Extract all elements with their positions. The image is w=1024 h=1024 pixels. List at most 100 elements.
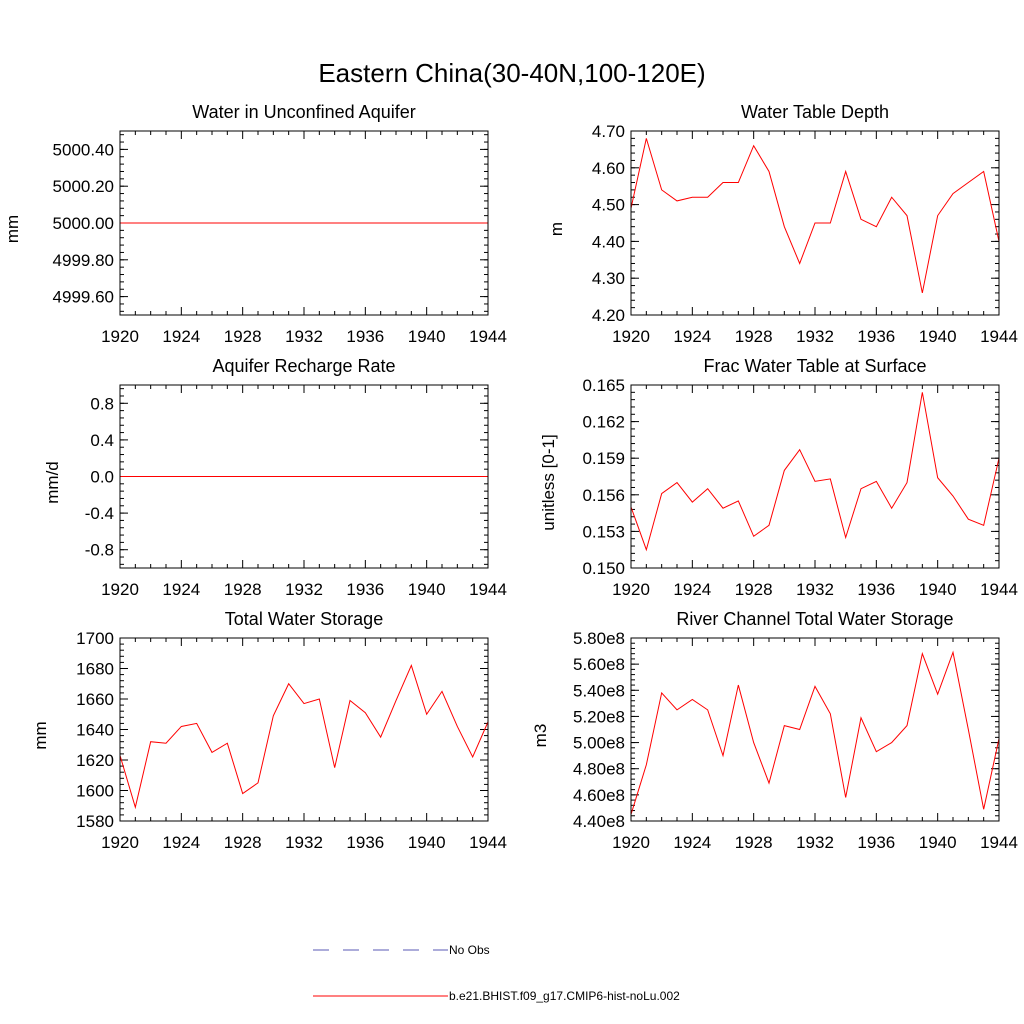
series-line [119, 664, 489, 810]
x-tick-label: 1932 [796, 327, 834, 346]
panel-water-unconfined-aquifer: Water in Unconfined Aquifer mm 1920 1924 192… [3, 102, 507, 346]
x-tick-label: 1920 [101, 580, 139, 599]
x-tick-label: 1920 [612, 833, 650, 852]
y-tick-label: 1580 [76, 812, 114, 831]
x-tick-label: 1944 [469, 327, 507, 346]
x-tick-label: 1932 [285, 833, 323, 852]
x-tick-label: 1932 [796, 580, 834, 599]
x-tick-label: 1920 [612, 580, 650, 599]
y-tick-label: 0.8 [90, 394, 114, 413]
y-tick-label: 1620 [76, 751, 114, 770]
y-tick-label: 0.153 [582, 522, 625, 541]
y-tick-label: 1660 [76, 690, 114, 709]
x-tick-label: 1936 [857, 833, 895, 852]
x-tick-label: 1928 [224, 833, 262, 852]
legend-label-model: b.e21.BHIST.f09_g17.CMIP6-hist-noLu.002 [449, 989, 680, 1003]
panel-river-channel-water-storage: River Channel Total Water Storage m3 1920 1… [531, 609, 1018, 852]
series-line [630, 392, 1000, 552]
x-tick-label: 1940 [919, 327, 957, 346]
y-tick-label: 5.40e8 [573, 681, 625, 700]
y-tick-label: 1700 [76, 629, 114, 648]
y-axis-label: mm [3, 215, 22, 243]
panel-total-water-storage: Total Water Storage mm 1920 1924 1928 1932 193… [31, 609, 507, 852]
y-tick-label: 0.162 [582, 413, 625, 432]
x-tick-label: 1940 [919, 580, 957, 599]
y-axis-label: mm [31, 721, 50, 749]
x-tick-label: 1928 [224, 580, 262, 599]
y-tick-label: 4999.80 [53, 251, 114, 270]
x-tick-label: 1920 [101, 327, 139, 346]
x-tick-label: 1940 [919, 833, 957, 852]
x-tick-label: 1936 [857, 327, 895, 346]
y-tick-label: 1640 [76, 721, 114, 740]
plot-frame [630, 637, 1000, 822]
x-tick-label: 1924 [673, 327, 711, 346]
y-tick-label: 4.70 [592, 122, 625, 141]
x-tick-label: 1932 [796, 833, 834, 852]
panel-title: River Channel Total Water Storage [676, 609, 953, 629]
y-tick-label: 4.40e8 [573, 812, 625, 831]
y-tick-label: 4.40 [592, 232, 625, 251]
x-tick-label: 1928 [735, 327, 773, 346]
legend-label-no-obs: No Obs [449, 943, 490, 957]
legend-entry-no-obs: No Obs [313, 943, 490, 957]
x-tick-label: 1932 [285, 580, 323, 599]
y-axis-label: m [547, 222, 566, 236]
y-tick-label: -0.4 [85, 504, 114, 523]
x-tick-label: 1936 [346, 833, 384, 852]
y-tick-label: 0.150 [582, 559, 625, 578]
x-tick-label: 1920 [612, 327, 650, 346]
x-tick-label: 1936 [857, 580, 895, 599]
y-axis-label: m3 [531, 724, 550, 748]
y-tick-label: 5000.20 [53, 177, 114, 196]
x-tick-label: 1928 [224, 327, 262, 346]
x-tick-label: 1944 [469, 833, 507, 852]
y-tick-label: 0.159 [582, 449, 625, 468]
legend: No Obs b.e21.BHIST.f09_g17.CMIP6-hist-no… [313, 943, 680, 1003]
plot-frame [119, 130, 489, 316]
legend-entry-model: b.e21.BHIST.f09_g17.CMIP6-hist-noLu.002 [313, 989, 680, 1003]
series-line [630, 138, 1000, 294]
x-tick-label: 1940 [408, 833, 446, 852]
x-tick-label: 1928 [735, 833, 773, 852]
y-tick-label: 5.80e8 [573, 629, 625, 648]
figure-title: Eastern China(30-40N,100-120E) [318, 58, 705, 88]
x-tick-label: 1924 [162, 327, 200, 346]
x-tick-label: 1944 [980, 833, 1018, 852]
y-tick-label: 1680 [76, 660, 114, 679]
x-tick-label: 1928 [735, 580, 773, 599]
x-tick-label: 1924 [162, 833, 200, 852]
y-tick-label: -0.8 [85, 541, 114, 560]
panel-title: Water in Unconfined Aquifer [192, 102, 415, 122]
y-tick-label: 4.60e8 [573, 786, 625, 805]
y-tick-label: 4.20 [592, 306, 625, 325]
x-tick-label: 1924 [673, 833, 711, 852]
panel-title: Total Water Storage [225, 609, 383, 629]
plot-frame [630, 384, 1000, 569]
y-tick-label: 5.20e8 [573, 707, 625, 726]
x-tick-label: 1940 [408, 327, 446, 346]
plot-frame [630, 130, 1000, 316]
panel-title: Aquifer Recharge Rate [212, 356, 395, 376]
plot-frame [119, 384, 489, 569]
y-tick-label: 5.60e8 [573, 655, 625, 674]
panel-title: Frac Water Table at Surface [703, 356, 926, 376]
x-tick-label: 1924 [673, 580, 711, 599]
y-axis-label: unitless [0-1] [539, 434, 558, 530]
panel-aquifer-recharge-rate: Aquifer Recharge Rate mm/d 1920 1924 1928 193… [43, 356, 507, 599]
y-tick-label: 4.30 [592, 269, 625, 288]
y-tick-label: 0.165 [582, 376, 625, 395]
x-tick-label: 1940 [408, 580, 446, 599]
y-tick-label: 4.50 [592, 196, 625, 215]
y-tick-label: 5000.40 [53, 140, 114, 159]
x-tick-label: 1936 [346, 327, 384, 346]
y-tick-label: 0.156 [582, 486, 625, 505]
x-tick-label: 1924 [162, 580, 200, 599]
y-tick-label: 4.80e8 [573, 760, 625, 779]
plot-frame [119, 637, 489, 822]
panel-title: Water Table Depth [741, 102, 889, 122]
panels: Water in Unconfined Aquifer mm 1920 1924 192… [3, 102, 1018, 852]
x-tick-label: 1944 [980, 580, 1018, 599]
y-tick-label: 4.60 [592, 159, 625, 178]
